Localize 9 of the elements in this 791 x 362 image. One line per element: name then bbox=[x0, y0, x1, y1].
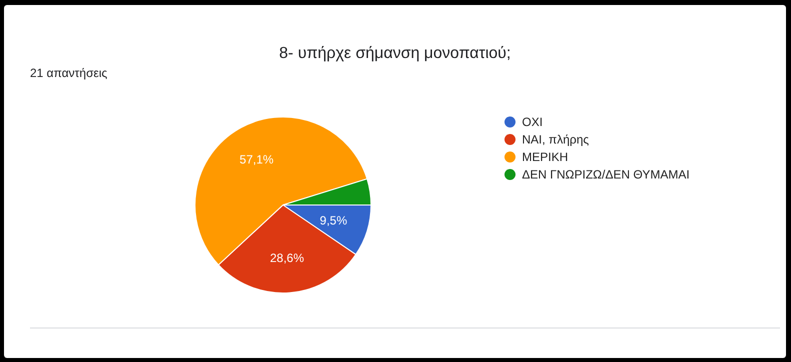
chart-title: 8- υπήρχε σήμανση μονοπατιού; bbox=[279, 45, 511, 62]
legend-label: ΝΑΙ, πλήρης bbox=[522, 132, 590, 147]
data-label: 9,5% bbox=[320, 214, 348, 228]
legend-label: ΜΕΡΙΚΗ bbox=[522, 150, 568, 164]
data-label: 57,1% bbox=[240, 152, 274, 166]
legend-label: ΟΧΙ bbox=[522, 115, 543, 130]
legend-label: ΔΕΝ ΓΝΩΡΙΖΩ/ΔΕΝ ΘΥΜΑΜΑΙ bbox=[522, 168, 690, 182]
data-label: 28,6% bbox=[270, 250, 304, 265]
text: 21 απαντήσεις bbox=[30, 66, 108, 80]
